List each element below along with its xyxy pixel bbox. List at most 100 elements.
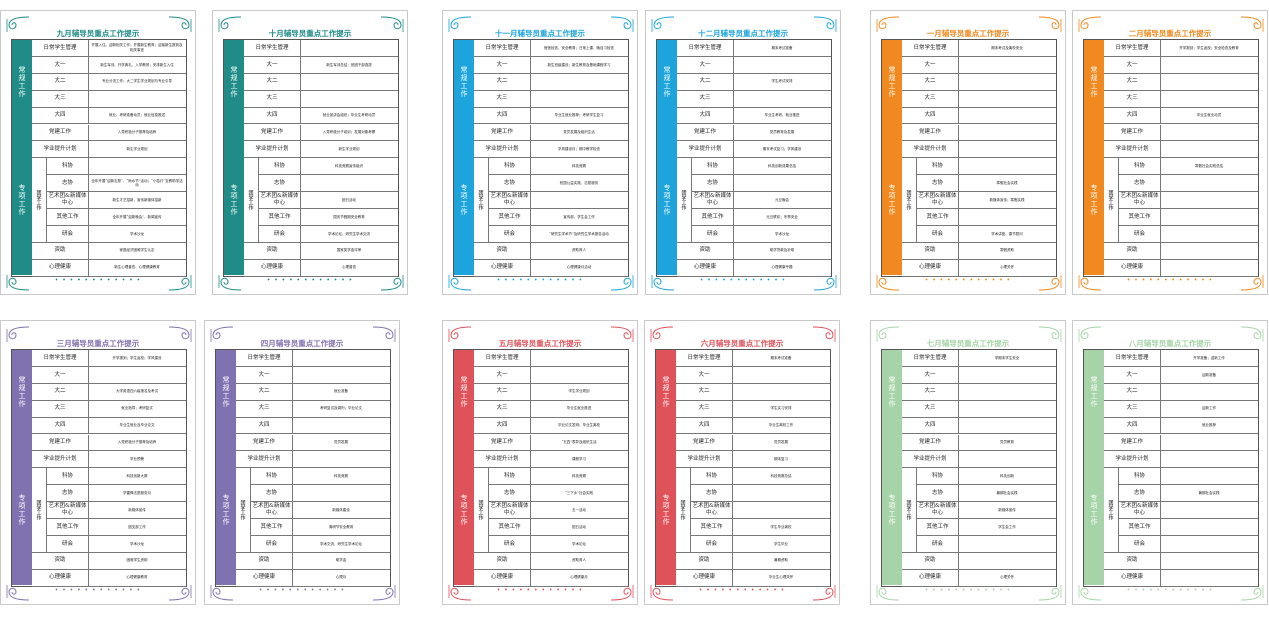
row-label: 资助 bbox=[902, 242, 959, 259]
row-label: 其他工作 bbox=[917, 519, 959, 535]
row-label: 大三 bbox=[1104, 90, 1161, 107]
table-row: 资助 bbox=[902, 552, 1056, 570]
row-label: 大一 bbox=[902, 56, 959, 73]
table-row: 日常学生管理 开展入住、迎新相关工作；开展新生教育；迎接新生报到及相关事宜 bbox=[32, 40, 186, 57]
table-row: 其他工作 国庆节假期安全教育 bbox=[259, 209, 398, 226]
table-row: 资助 国家奖学金评审 bbox=[244, 242, 398, 260]
row-value: 就业推荐 bbox=[1202, 423, 1216, 428]
ornament-icon bbox=[209, 584, 235, 602]
ornament-icon bbox=[371, 325, 397, 343]
row-value: 学生学业规划 bbox=[568, 389, 590, 394]
row-value: 学术沙龙 bbox=[130, 231, 144, 236]
row-value bbox=[958, 209, 1056, 225]
row-value bbox=[1160, 502, 1258, 518]
table-row: 学业提升计划 课程学习 bbox=[474, 451, 628, 469]
row-label: 党建工作 bbox=[676, 434, 733, 451]
work-table: 常规工作 专项工作 团学工作 日常学生管理 期末考试准备 大一 大二 大三 学生实习… bbox=[655, 349, 831, 587]
ornament-icon bbox=[650, 274, 676, 292]
table-row: 大一 bbox=[474, 366, 628, 384]
row-label: 科协 bbox=[489, 468, 531, 485]
row-value: 团支部工作 bbox=[128, 524, 146, 529]
row-value bbox=[1160, 243, 1258, 259]
row-value: 科技竞赛 bbox=[572, 473, 586, 478]
row-value bbox=[88, 91, 186, 107]
table-row: 大一 新生班级建设；新生教育及基础课程学习 bbox=[474, 56, 628, 74]
row-value: 期末考试及离校安全 bbox=[991, 45, 1023, 50]
row-label: 科协 bbox=[489, 158, 531, 175]
table-row: 科协 bbox=[47, 158, 186, 176]
row-value bbox=[300, 91, 398, 107]
row-label: 大四 bbox=[1104, 417, 1161, 434]
ornament-icon bbox=[217, 274, 243, 292]
row-value: 新媒体宣传；寒假实践 bbox=[989, 197, 1025, 202]
table-row: 党建工作 党员发展及组织生活 bbox=[474, 124, 628, 142]
row-value: 开学准备；迎新工作 bbox=[1193, 355, 1225, 360]
ornament-icon bbox=[609, 325, 635, 343]
ornament-icon bbox=[609, 274, 635, 292]
table-row: 科协 bbox=[1119, 468, 1258, 486]
row-label: 党建工作 bbox=[244, 124, 301, 141]
row-label: 大一 bbox=[1104, 56, 1161, 73]
row-label: 大一 bbox=[474, 56, 531, 73]
row-label: 大一 bbox=[1104, 366, 1161, 383]
row-value: 暑期资助 bbox=[774, 558, 788, 563]
table-row: 大四 bbox=[236, 417, 390, 435]
row-value bbox=[958, 125, 1056, 141]
row-label: 大三 bbox=[474, 400, 531, 417]
row-value: 毕业论文答辩；毕业生离校 bbox=[558, 423, 600, 428]
table-row: 艺术团&新媒体中心 新媒体宣传；寒假实践 bbox=[917, 192, 1056, 209]
card-title: 五月辅导员重点工作提示 bbox=[498, 339, 582, 348]
ornament-icon bbox=[167, 15, 193, 33]
table-row: 志协 “三下乡”社会实践 bbox=[489, 485, 628, 503]
ornament-icon bbox=[379, 274, 405, 292]
work-table: 常规工作 专项工作 团学工作 日常学生管理 开学准备；迎新工作 大一 迎新准备 大二… bbox=[1083, 349, 1259, 587]
table-row: 大二 学生学业规划 bbox=[474, 383, 628, 401]
row-value: 团日活动 bbox=[572, 524, 586, 529]
row-label: 大二 bbox=[474, 73, 531, 90]
row-value: 寒假资助 bbox=[1000, 248, 1014, 253]
card-title: 二月辅导员重点工作提示 bbox=[1128, 29, 1212, 38]
row-label: 党建工作 bbox=[236, 434, 293, 451]
row-value: “五四”表彰及组织生活 bbox=[561, 440, 597, 445]
row-value: 助学金 bbox=[335, 558, 347, 563]
table-row: 其他工作 清明节安全教育 bbox=[251, 519, 390, 536]
table-row: 大二 bbox=[1104, 73, 1258, 91]
row-label: 党建工作 bbox=[902, 124, 959, 141]
row-label: 其他工作 bbox=[692, 209, 734, 225]
row-value: 期末考试准备 bbox=[770, 355, 792, 360]
row-label: 志协 bbox=[259, 175, 301, 192]
row-value bbox=[958, 451, 1056, 467]
row-value: 新生学业规划 bbox=[126, 147, 148, 152]
row-label: 科协 bbox=[47, 468, 89, 485]
ornament-icon bbox=[447, 325, 473, 343]
table-row: 其他工作 bbox=[1119, 209, 1258, 226]
band-special: 专项工作 bbox=[454, 124, 474, 275]
row-value: 学期末学生安全 bbox=[994, 355, 1020, 360]
table-row: 大三 bbox=[1104, 90, 1258, 108]
row-label: 其他工作 bbox=[917, 209, 959, 225]
row-label: 资助 bbox=[902, 552, 959, 569]
group-label: 团学工作 bbox=[32, 468, 47, 553]
table-row: 资助 困难学生资助 bbox=[32, 552, 186, 570]
table-row: 大三 考研复试及调剂；毕业论文 bbox=[236, 400, 390, 418]
row-label: 艺术团&新媒体中心 bbox=[489, 502, 531, 518]
row-value: 心理健康专题 bbox=[771, 265, 793, 270]
row-value: 毕业生离校工作 bbox=[768, 423, 794, 428]
table-row: 艺术团&新媒体中心 新媒体建设 bbox=[251, 502, 390, 519]
row-value bbox=[1160, 74, 1258, 90]
group-label: 团学工作 bbox=[902, 468, 917, 553]
table-row: 日常学生管理 期末考试准备 bbox=[676, 350, 830, 367]
table-row: 志协 校园公益实践、志愿服务 bbox=[489, 175, 628, 193]
card-title: 九月辅导员重点工作提示 bbox=[56, 29, 140, 38]
ornament-icon bbox=[217, 15, 243, 33]
table-row: 大三 bbox=[32, 90, 186, 108]
table-row: 大四 毕业生就业及毕业论文 bbox=[32, 417, 186, 435]
row-value: 学术沙龙 bbox=[775, 231, 789, 236]
dots-divider: • • • • • • • • • • • • bbox=[496, 277, 584, 284]
row-value: 新生军训、开学典礼、入学教育；安排新生入住 bbox=[100, 62, 174, 67]
row-value bbox=[530, 74, 628, 90]
row-value: 新生才艺招新，宣传新媒体招新 bbox=[112, 197, 162, 202]
row-label: 大三 bbox=[32, 400, 89, 417]
table-row: 资助 家庭经济困难学生认定 bbox=[32, 242, 186, 260]
row-value: 党员教育及发展 bbox=[769, 130, 795, 135]
